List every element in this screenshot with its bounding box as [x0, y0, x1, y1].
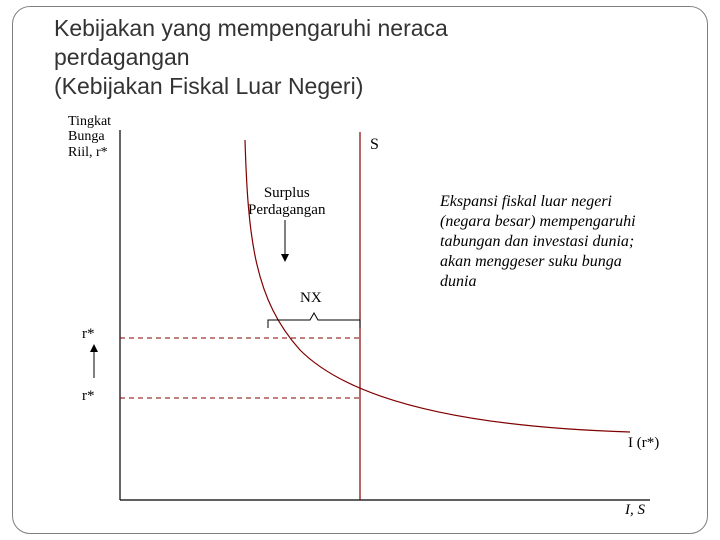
- title-line-2: perdagangan: [54, 44, 190, 70]
- r1-label: r*: [82, 326, 95, 343]
- s-label: S: [370, 136, 379, 154]
- chart-svg: [70, 120, 670, 520]
- title-line-3: (Kebijakan Fiskal Luar Negeri): [54, 73, 363, 99]
- i-curve-label: I (r*): [628, 435, 659, 452]
- description-text: Ekspansi fiskal luar negeri (negara besa…: [440, 192, 650, 292]
- x-axis-label: I, S: [625, 502, 645, 519]
- r2-label: r*: [82, 388, 95, 405]
- y-axis-label: Tingkat Bunga Riil, r*: [68, 114, 111, 160]
- slide-title: Kebijakan yang mempengaruhi neraca perda…: [54, 14, 614, 100]
- surplus-label: Surplus Perdagangan: [248, 185, 325, 218]
- title-line-1: Kebijakan yang mempengaruhi neraca: [54, 15, 448, 41]
- surplus-arrow-head: [281, 254, 289, 262]
- r-shift-arrow-head: [90, 344, 98, 352]
- nx-label: NX: [300, 290, 322, 307]
- economics-chart: Tingkat Bunga Riil, r* S Surplus Perdaga…: [70, 120, 670, 520]
